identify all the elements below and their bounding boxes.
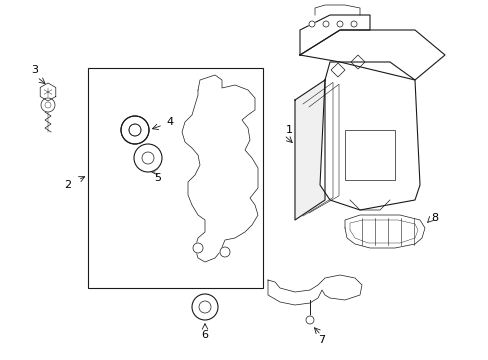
Text: 5: 5 [154,173,161,183]
Text: 7: 7 [318,335,325,345]
Polygon shape [267,275,361,305]
Circle shape [220,247,229,257]
Text: 1: 1 [285,125,292,135]
Circle shape [192,294,218,320]
Text: 4: 4 [166,117,173,127]
Ellipse shape [121,116,149,144]
Polygon shape [299,15,369,55]
Ellipse shape [134,144,162,172]
Circle shape [193,243,203,253]
Bar [345,130,394,180]
Circle shape [305,316,313,324]
Polygon shape [40,83,56,101]
Circle shape [350,21,356,27]
Text: 6: 6 [201,330,208,340]
Circle shape [336,21,342,27]
Polygon shape [345,215,424,248]
Circle shape [323,21,328,27]
Text: 8: 8 [430,213,438,223]
Polygon shape [319,62,419,210]
Text: 3: 3 [31,65,39,75]
Text: 2: 2 [64,180,71,190]
Polygon shape [182,75,258,262]
Polygon shape [294,80,325,220]
Circle shape [308,21,314,27]
Bar [88,68,263,288]
Polygon shape [299,30,444,80]
